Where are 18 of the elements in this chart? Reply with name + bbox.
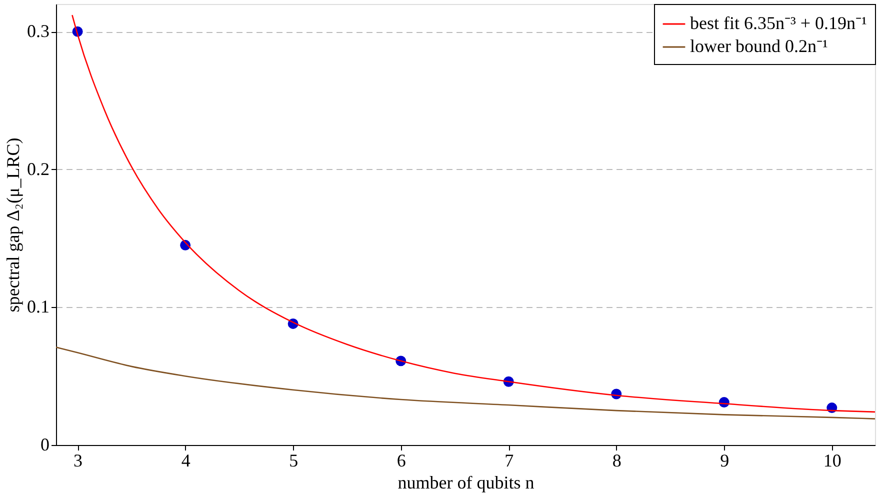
x-tick-label: 4 xyxy=(181,450,190,470)
x-tick-label: 7 xyxy=(504,450,514,470)
x-tick-label: 9 xyxy=(720,450,730,470)
line-series xyxy=(56,346,875,420)
line-series xyxy=(72,14,875,413)
x-tick-label: 10 xyxy=(823,450,842,470)
legend-label: best fit 6.35n⁻³ + 0.19n⁻¹ xyxy=(690,13,867,33)
x-axis-title: number of qubits n xyxy=(398,472,534,492)
x-tick-label: 6 xyxy=(396,450,406,470)
y-tick-label: 0 xyxy=(40,434,50,454)
x-tick-label: 3 xyxy=(74,450,83,470)
x-tick-label: 5 xyxy=(289,450,298,470)
y-tick-label: 0.3 xyxy=(27,21,50,42)
x-tick-label: 8 xyxy=(612,450,622,470)
legend-label: lower bound 0.2n⁻¹ xyxy=(690,36,828,56)
y-axis-title: spectral gap Δ₂(μ_LRC) xyxy=(3,138,23,312)
y-tick-label: 0.2 xyxy=(27,158,50,179)
y-tick-label: 0.1 xyxy=(27,296,50,317)
